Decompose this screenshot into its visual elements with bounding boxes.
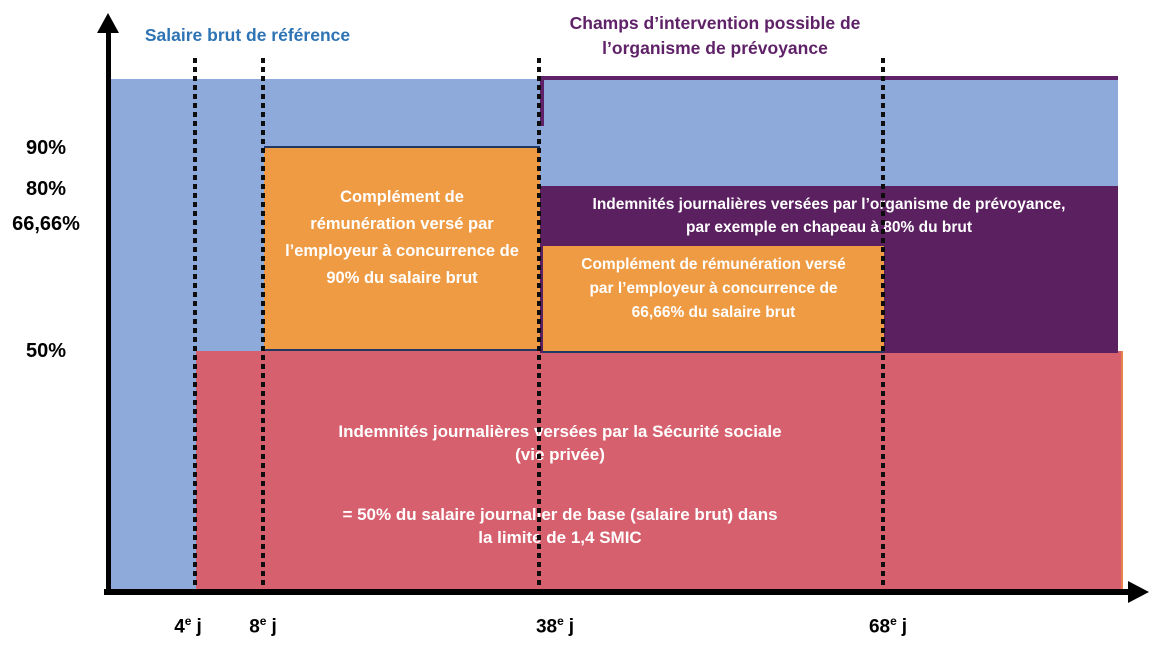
prevoyance-label: Indemnités journalières versées par l’or… [592,196,1066,236]
y-axis-arrow-icon [97,13,119,33]
x-axis-arrow-icon [1128,581,1149,603]
prevoyance-field-title-line2: l’organisme de prévoyance [602,38,828,58]
x-tick-day-38: 38e j [535,614,575,638]
x-axis [104,589,1130,595]
y-tick-50: 50% [25,340,67,362]
prevoyance-field-title: Champs d’intervention possible de l’orga… [540,11,890,61]
x-tick-day-68: 68e j [868,614,908,638]
employer-6666-label: Complément de rémunération versé par l’e… [581,256,846,321]
secu-label-spacer [198,466,922,503]
day-68-dashed-line [881,58,885,592]
reference-salary-title: Salaire brut de référence [144,25,351,45]
employer-6666-area [543,246,884,353]
y-tick-90: 90% [25,137,67,159]
day-38-dashed-line [537,58,541,592]
employer-90-label: Complément de rémunération versé par l’e… [285,187,519,287]
x-tick-day-4: 4e j [174,614,202,638]
secu-benefits-area [196,351,1123,589]
y-tick-6666: 66,66% [12,213,80,235]
secu-benefits-label: Indemnités journalières versées par la S… [198,420,922,549]
day-4-dashed-line [193,58,197,592]
prevoyance-bracket-top-line [540,76,1118,80]
day-8-dashed-line [261,58,265,592]
y-axis [106,30,111,592]
employer-90-area [264,146,540,351]
x-tick-day-8: 8e j [249,614,277,638]
prevoyance-field-title-line1: Champs d’intervention possible de [569,13,861,33]
prevoyance-bracket-left-line [540,76,544,126]
y-tick-80: 80% [25,178,67,200]
